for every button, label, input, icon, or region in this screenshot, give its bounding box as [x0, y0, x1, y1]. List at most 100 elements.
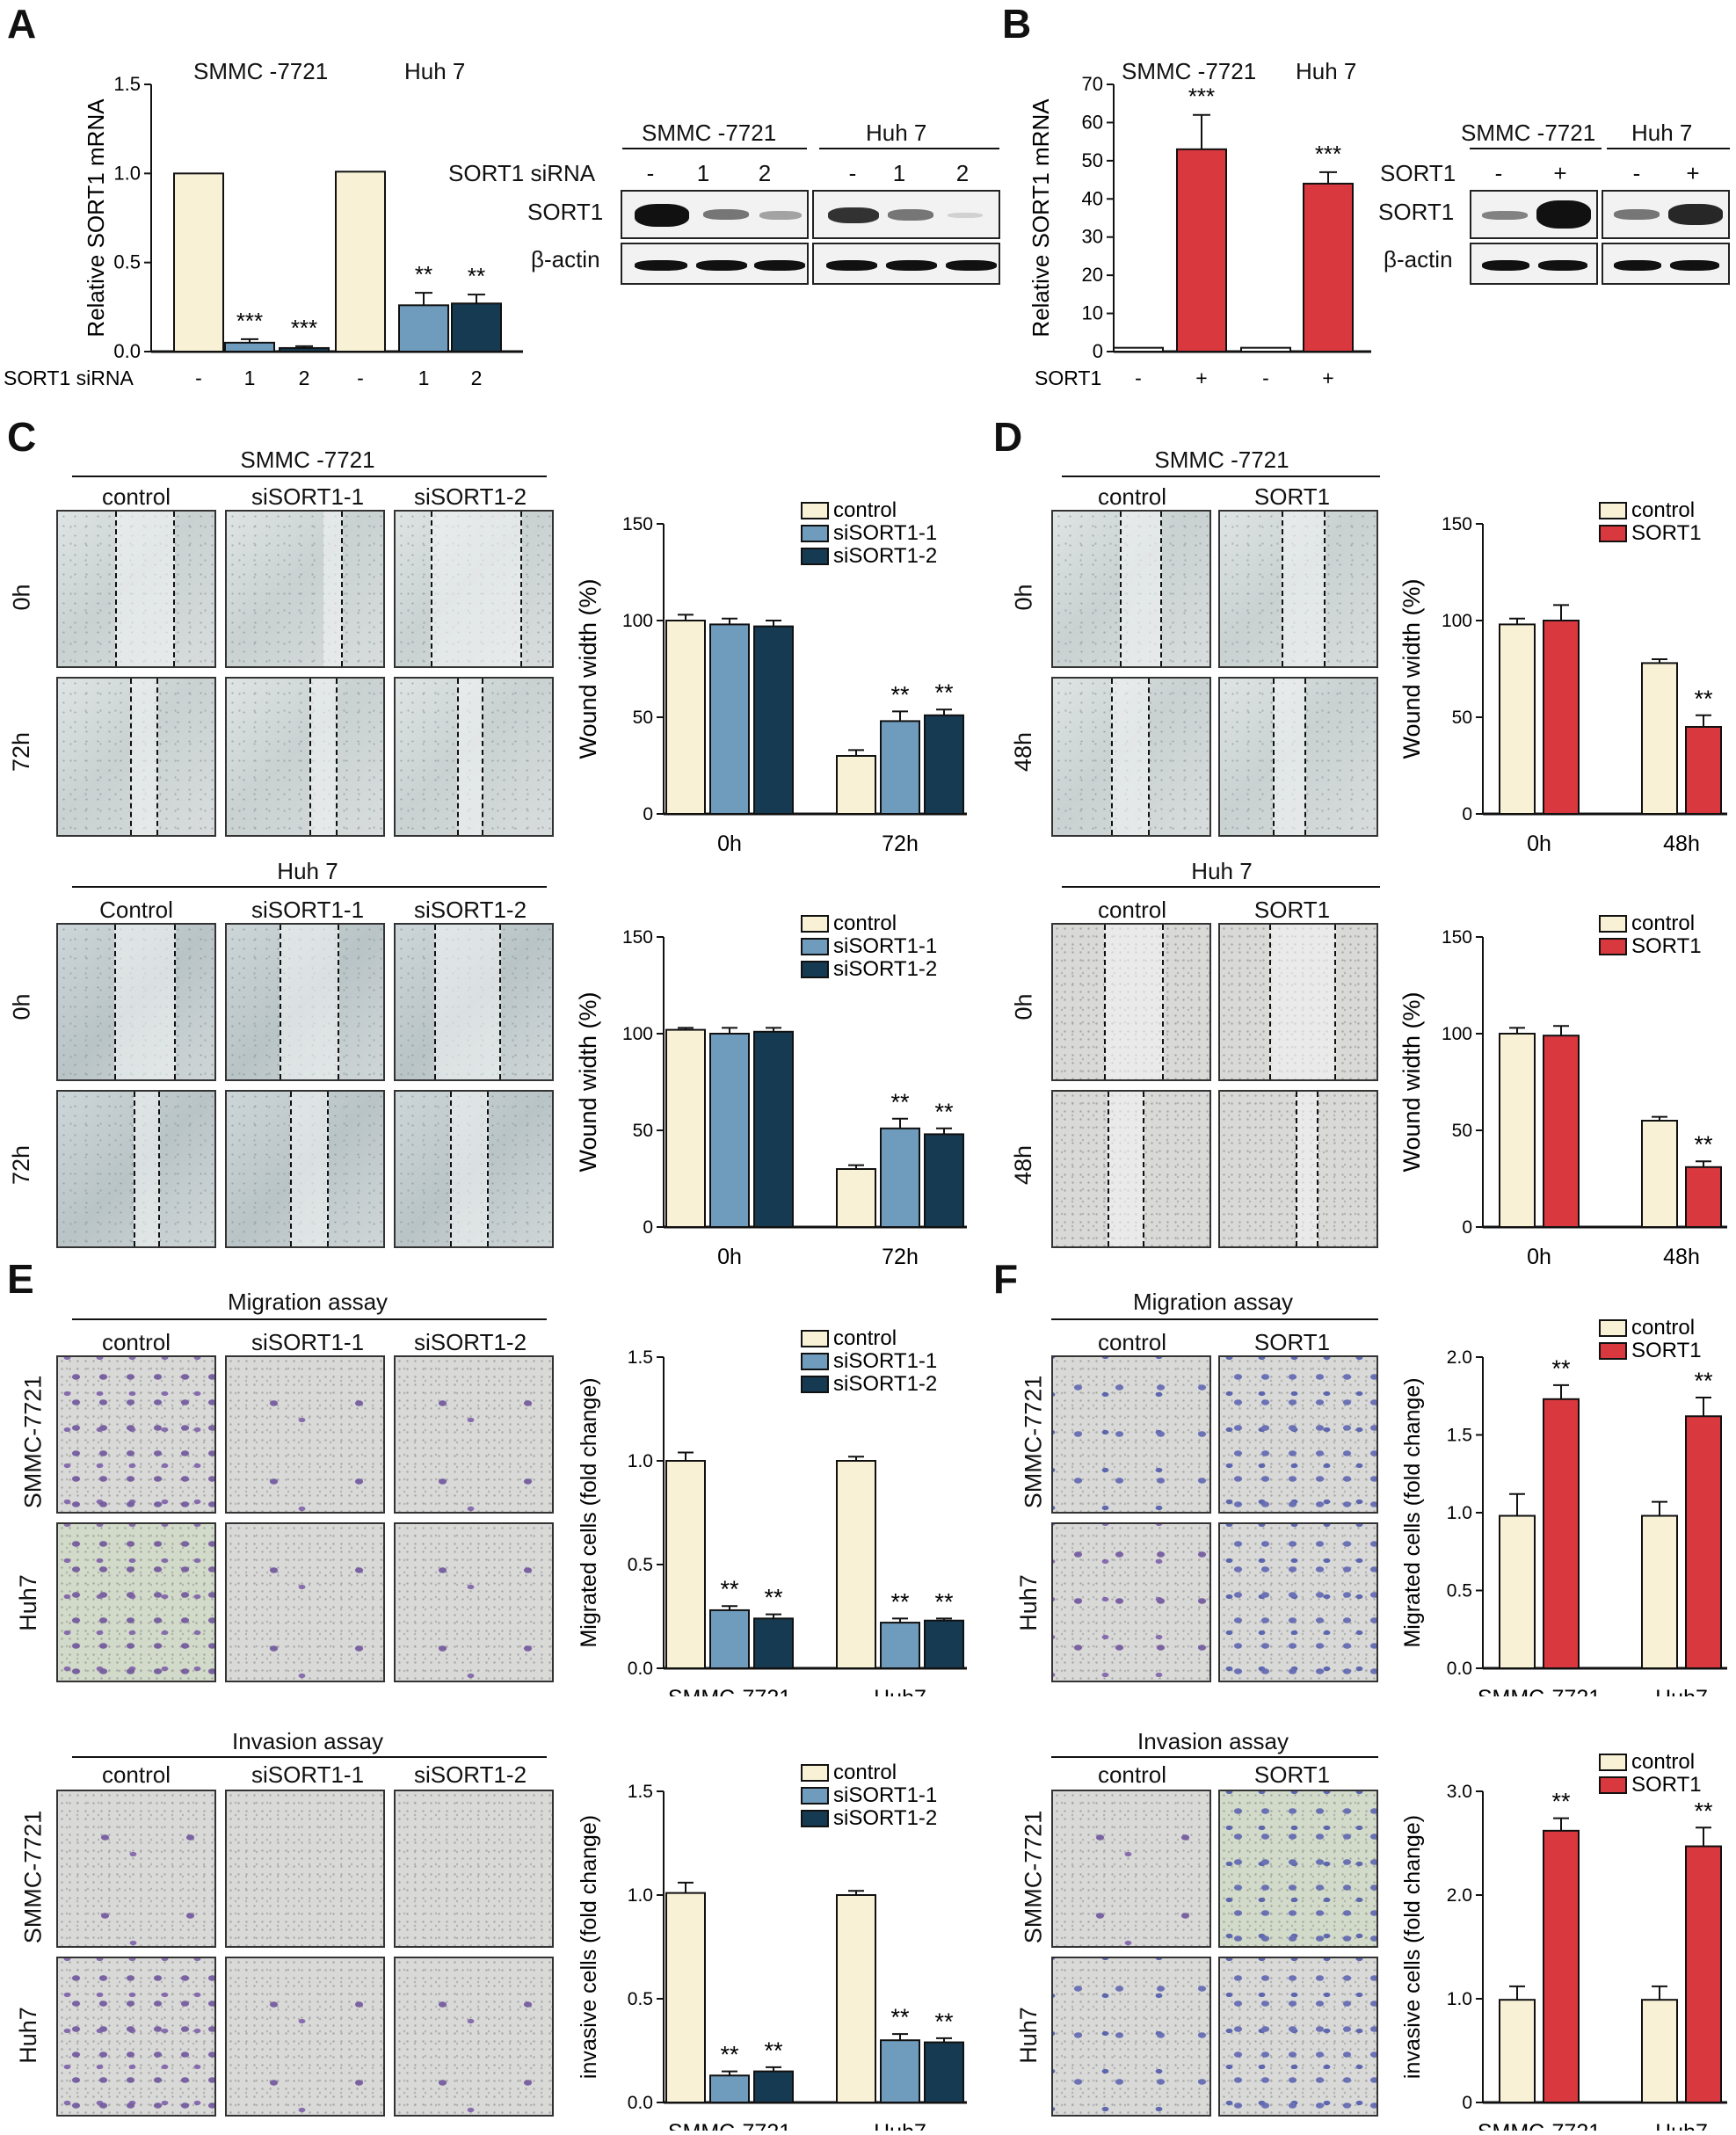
- y-tick-label: 10: [1082, 302, 1103, 324]
- y-axis-label: Wound width (%): [1398, 578, 1425, 759]
- wound-image: [394, 510, 554, 668]
- legend-label: SORT1: [1631, 1773, 1702, 1797]
- x-tick-label: SMMC-7721: [668, 2120, 791, 2131]
- lane-label: -: [646, 160, 655, 186]
- legend-label: siSORT1-2: [833, 1806, 937, 1830]
- significance-label: **: [934, 2008, 954, 2035]
- significance-label: ***: [1188, 84, 1215, 110]
- row-label: Huh7: [14, 2007, 41, 2064]
- column-label: SORT1: [1253, 897, 1331, 923]
- x-tick-label: +: [1322, 367, 1333, 389]
- bar: [1113, 346, 1164, 352]
- y-tick-label: 50: [1082, 149, 1103, 171]
- panel-label-b: B: [1002, 1, 1032, 47]
- legend-label: control: [833, 1326, 897, 1350]
- blot-header: Huh 7: [866, 120, 927, 146]
- group-label: SMMC -7721: [193, 58, 329, 84]
- bar: [665, 1892, 706, 2103]
- row-label: SMMC-7721: [19, 1375, 47, 1509]
- x-tick-label: 2: [471, 367, 483, 389]
- y-tick-label: 50: [633, 708, 653, 728]
- wound-image: [1218, 1090, 1378, 1248]
- transwell-image: [1051, 1790, 1211, 1948]
- y-tick-label: 150: [1442, 514, 1472, 534]
- blot-header-line: [819, 148, 999, 149]
- transwell-image: [394, 1957, 554, 2117]
- row-label: 72h: [8, 731, 35, 773]
- western-blot-sort1: [812, 190, 1000, 239]
- x-tick-label: Huh7: [1655, 2120, 1708, 2131]
- transwell-image: [56, 1522, 216, 1682]
- bar: [1303, 182, 1354, 352]
- transwell-image: [1218, 1522, 1378, 1682]
- transwell-image: [1218, 1957, 1378, 2117]
- bar: [880, 1622, 920, 1669]
- y-tick-label: 150: [622, 927, 653, 948]
- transwell-image: [1218, 1355, 1378, 1514]
- significance-label: **: [890, 2004, 910, 2030]
- x-tick-label: Huh7: [874, 1686, 926, 1696]
- legend-label: control: [833, 911, 897, 935]
- lane-label: +: [1553, 160, 1567, 186]
- bar: [753, 625, 794, 815]
- legend-label: siSORT1-1: [833, 1349, 937, 1373]
- blot-row-label: β-actin: [531, 246, 600, 272]
- blot-row-label: SORT1: [1378, 199, 1455, 225]
- column-label: siSORT1-1: [251, 483, 365, 510]
- y-tick-label: 0: [643, 1217, 653, 1238]
- significance-label: ***: [1315, 141, 1341, 167]
- y-axis-label: Relative SORT1 mRNA: [1028, 98, 1054, 338]
- x-tick-label: Huh7: [874, 2120, 926, 2131]
- x-tick-label: 0h: [717, 1245, 742, 1269]
- column-label: siSORT1-2: [413, 1761, 527, 1788]
- bar: [836, 1894, 876, 2103]
- wound-image: [1051, 923, 1211, 1081]
- bar: [836, 1168, 876, 1228]
- western-blot-sort1: [1470, 190, 1598, 239]
- legend-swatch: [801, 525, 829, 542]
- legend-swatch: [1599, 1776, 1627, 1794]
- lane-label: 1: [696, 160, 710, 186]
- legend-label: SORT1: [1631, 934, 1702, 958]
- bar: [709, 2074, 750, 2104]
- wound-image: [1218, 677, 1378, 837]
- bar: [1499, 623, 1536, 815]
- legend-swatch: [1599, 1319, 1627, 1337]
- y-tick-label: 0: [1462, 804, 1472, 824]
- bar: [1641, 662, 1678, 815]
- bar: [880, 2039, 920, 2104]
- panel-label-e: E: [7, 1256, 34, 1302]
- y-axis-label: Migrated cells (fold change): [577, 1377, 601, 1647]
- wound-image: [225, 510, 385, 668]
- y-tick-label: 150: [1442, 927, 1472, 948]
- significance-label: **: [934, 1099, 954, 1125]
- legend-swatch: [801, 502, 829, 519]
- wound-image: [56, 1090, 216, 1248]
- y-tick-label: 0: [1462, 2093, 1472, 2113]
- bar: [880, 1127, 920, 1228]
- bar: [924, 1619, 964, 1669]
- significance-label: ***: [291, 315, 317, 341]
- lane-label: +: [1686, 160, 1700, 186]
- legend-label: siSORT1-1: [833, 521, 937, 545]
- y-tick-label: 0.5: [1447, 1581, 1472, 1601]
- legend-label: SORT1: [1631, 521, 1702, 545]
- x-tick-label: 48h: [1663, 831, 1700, 856]
- significance-label: **: [764, 1585, 783, 1611]
- y-tick-label: 1.5: [1447, 1426, 1472, 1446]
- group-label: SMMC -7721: [1122, 58, 1257, 84]
- legend-swatch: [801, 1353, 829, 1370]
- x-tick-label: 1: [418, 367, 430, 389]
- bar: [709, 623, 750, 815]
- x-tick-label: -: [195, 367, 202, 389]
- y-tick-label: 1.0: [1447, 1989, 1472, 2009]
- legend-swatch: [801, 915, 829, 933]
- bar: [1240, 346, 1291, 352]
- bar: [753, 1030, 794, 1228]
- transwell-image: [225, 1957, 385, 2117]
- wound-image: [1218, 510, 1378, 668]
- x-tick-label: Huh7: [1655, 1686, 1708, 1696]
- group-label: Huh 7: [404, 58, 466, 84]
- legend-swatch: [801, 548, 829, 565]
- significance-label: **: [1551, 1789, 1571, 1815]
